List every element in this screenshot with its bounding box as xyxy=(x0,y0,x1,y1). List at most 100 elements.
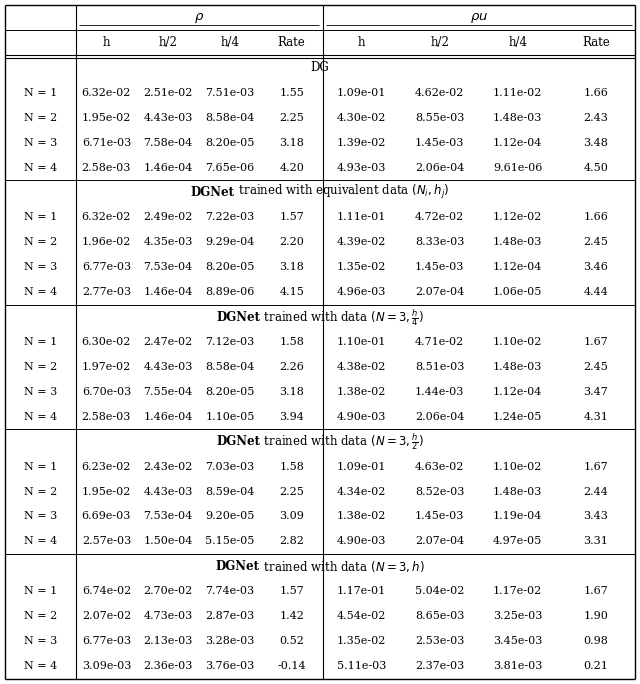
Text: 2.06e-04: 2.06e-04 xyxy=(415,412,465,422)
Text: 1.57: 1.57 xyxy=(279,586,304,596)
Text: 4.96e-03: 4.96e-03 xyxy=(337,287,387,297)
Text: 4.73e-03: 4.73e-03 xyxy=(143,611,193,621)
Text: 1.97e-02: 1.97e-02 xyxy=(82,362,131,372)
Text: 1.06e-05: 1.06e-05 xyxy=(493,287,543,297)
Text: 1.10e-02: 1.10e-02 xyxy=(493,462,543,472)
Text: 1.96e-02: 1.96e-02 xyxy=(82,237,131,248)
Text: 3.18: 3.18 xyxy=(279,387,304,397)
Text: 4.20: 4.20 xyxy=(279,163,304,172)
Text: 4.54e-02: 4.54e-02 xyxy=(337,611,387,621)
Text: 2.06e-04: 2.06e-04 xyxy=(415,163,465,172)
Text: N = 2: N = 2 xyxy=(24,362,57,372)
Text: N = 4: N = 4 xyxy=(24,412,57,422)
Text: N = 4: N = 4 xyxy=(24,163,57,172)
Text: 2.37e-03: 2.37e-03 xyxy=(415,661,464,671)
Text: 3.47: 3.47 xyxy=(584,387,608,397)
Text: 4.90e-03: 4.90e-03 xyxy=(337,412,387,422)
Text: N = 2: N = 2 xyxy=(24,237,57,248)
Text: 1.39e-02: 1.39e-02 xyxy=(337,137,387,148)
Text: 3.09: 3.09 xyxy=(279,512,304,521)
Text: 4.72e-02: 4.72e-02 xyxy=(415,212,464,222)
Text: $\rho$: $\rho$ xyxy=(194,11,204,25)
Text: 6.23e-02: 6.23e-02 xyxy=(82,462,131,472)
Text: -0.14: -0.14 xyxy=(277,661,306,671)
Text: 1.48e-03: 1.48e-03 xyxy=(493,237,543,248)
Text: 6.74e-02: 6.74e-02 xyxy=(82,586,131,596)
Text: 2.58e-03: 2.58e-03 xyxy=(82,412,131,422)
Text: Rate: Rate xyxy=(582,36,610,49)
Text: 3.94: 3.94 xyxy=(279,412,304,422)
Text: 8.20e-05: 8.20e-05 xyxy=(205,387,255,397)
Text: Rate: Rate xyxy=(278,36,305,49)
Text: 8.89e-06: 8.89e-06 xyxy=(205,287,255,297)
Text: 3.18: 3.18 xyxy=(279,137,304,148)
Text: 6.30e-02: 6.30e-02 xyxy=(82,337,131,347)
Text: 3.46: 3.46 xyxy=(584,262,608,272)
Text: 1.11e-02: 1.11e-02 xyxy=(493,88,543,98)
Text: 1.57: 1.57 xyxy=(279,212,304,222)
Text: 1.45e-03: 1.45e-03 xyxy=(415,512,465,521)
Text: 2.07e-04: 2.07e-04 xyxy=(415,287,464,297)
Text: DGNet: DGNet xyxy=(216,311,260,324)
Text: 4.31: 4.31 xyxy=(584,412,608,422)
Text: 4.43e-03: 4.43e-03 xyxy=(143,362,193,372)
Text: 1.10e-05: 1.10e-05 xyxy=(205,412,255,422)
Text: 1.12e-02: 1.12e-02 xyxy=(493,212,543,222)
Text: 3.76e-03: 3.76e-03 xyxy=(205,661,255,671)
Text: N = 1: N = 1 xyxy=(24,337,57,347)
Text: 3.28e-03: 3.28e-03 xyxy=(205,636,255,646)
Text: 1.66: 1.66 xyxy=(584,212,608,222)
Text: DGNet: DGNet xyxy=(216,560,260,573)
Text: 1.17e-02: 1.17e-02 xyxy=(493,586,542,596)
Text: 2.25: 2.25 xyxy=(279,113,304,122)
Text: 2.57e-03: 2.57e-03 xyxy=(82,536,131,547)
Text: N = 3: N = 3 xyxy=(24,512,57,521)
Text: 8.51e-03: 8.51e-03 xyxy=(415,362,465,372)
Text: N = 3: N = 3 xyxy=(24,262,57,272)
Text: 1.45e-03: 1.45e-03 xyxy=(415,137,465,148)
Text: 1.95e-02: 1.95e-02 xyxy=(82,486,131,497)
Text: 1.38e-02: 1.38e-02 xyxy=(337,512,387,521)
Text: h/4: h/4 xyxy=(508,36,527,49)
Text: 2.47e-02: 2.47e-02 xyxy=(143,337,193,347)
Text: 1.17e-01: 1.17e-01 xyxy=(337,586,386,596)
Text: trained with data $(N=3, \frac{h}{4})$: trained with data $(N=3, \frac{h}{4})$ xyxy=(260,306,424,328)
Text: 4.30e-02: 4.30e-02 xyxy=(337,113,387,122)
Text: 8.59e-04: 8.59e-04 xyxy=(205,486,255,497)
Text: 4.97e-05: 4.97e-05 xyxy=(493,536,542,547)
Text: 4.63e-02: 4.63e-02 xyxy=(415,462,465,472)
Text: N = 1: N = 1 xyxy=(24,88,57,98)
Text: 2.13e-03: 2.13e-03 xyxy=(143,636,193,646)
Text: trained with data $(N=3, \frac{h}{2})$: trained with data $(N=3, \frac{h}{2})$ xyxy=(260,431,424,452)
Text: 5.15e-05: 5.15e-05 xyxy=(205,536,255,547)
Text: 7.58e-04: 7.58e-04 xyxy=(143,137,193,148)
Text: 7.12e-03: 7.12e-03 xyxy=(205,337,255,347)
Text: 1.12e-04: 1.12e-04 xyxy=(493,262,543,272)
Text: 7.53e-04: 7.53e-04 xyxy=(143,262,193,272)
Text: 1.67: 1.67 xyxy=(584,586,608,596)
Text: 1.46e-04: 1.46e-04 xyxy=(143,163,193,172)
Text: 3.09e-03: 3.09e-03 xyxy=(82,661,131,671)
Text: 1.19e-04: 1.19e-04 xyxy=(493,512,543,521)
Text: 4.93e-03: 4.93e-03 xyxy=(337,163,387,172)
Text: 4.15: 4.15 xyxy=(279,287,304,297)
Text: 6.77e-03: 6.77e-03 xyxy=(82,636,131,646)
Text: N = 4: N = 4 xyxy=(24,287,57,297)
Text: 7.53e-04: 7.53e-04 xyxy=(143,512,193,521)
Text: $\rho u$: $\rho u$ xyxy=(470,11,488,25)
Text: 2.43e-02: 2.43e-02 xyxy=(143,462,193,472)
Text: 3.31: 3.31 xyxy=(584,536,608,547)
Text: 2.49e-02: 2.49e-02 xyxy=(143,212,193,222)
Text: 6.32e-02: 6.32e-02 xyxy=(82,88,131,98)
Text: DGNet: DGNet xyxy=(216,435,260,448)
Text: 1.11e-01: 1.11e-01 xyxy=(337,212,387,222)
Text: 8.20e-05: 8.20e-05 xyxy=(205,137,255,148)
Text: N = 4: N = 4 xyxy=(24,536,57,547)
Text: 4.38e-02: 4.38e-02 xyxy=(337,362,387,372)
Text: 4.44: 4.44 xyxy=(584,287,608,297)
Text: N = 3: N = 3 xyxy=(24,137,57,148)
Text: N = 3: N = 3 xyxy=(24,387,57,397)
Text: 2.77e-03: 2.77e-03 xyxy=(82,287,131,297)
Text: 3.43: 3.43 xyxy=(584,512,608,521)
Text: 1.50e-04: 1.50e-04 xyxy=(143,536,193,547)
